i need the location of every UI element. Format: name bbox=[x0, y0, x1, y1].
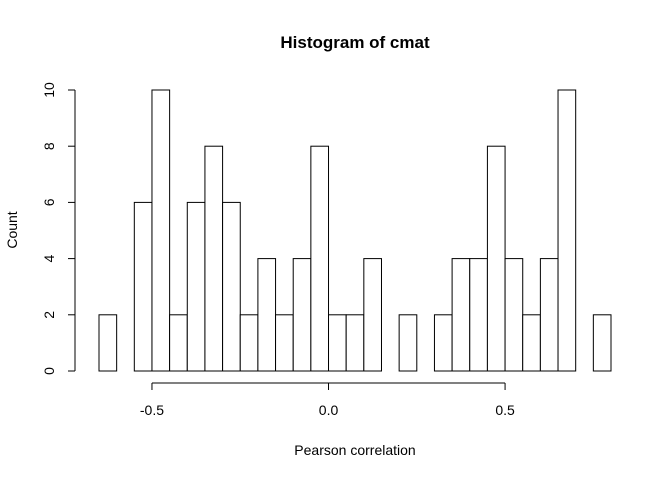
histogram-bar bbox=[310, 145, 330, 372]
histogram-bar bbox=[275, 314, 294, 372]
x-axis-label: Pearson correlation bbox=[294, 442, 415, 458]
y-tick-label: 2 bbox=[41, 311, 57, 319]
histogram-bar bbox=[186, 201, 206, 372]
histogram-bar bbox=[204, 145, 224, 372]
y-tick-label: 0 bbox=[41, 367, 57, 375]
x-tick-label: 0.0 bbox=[319, 402, 339, 418]
y-tick-label: 8 bbox=[41, 142, 57, 150]
x-axis: -0.5 0.0 0.5 bbox=[140, 382, 515, 418]
histogram-bar bbox=[504, 258, 524, 372]
histogram-bar bbox=[539, 258, 559, 372]
histogram-bar bbox=[98, 314, 118, 372]
y-axis: 0 2 4 6 8 10 bbox=[41, 82, 76, 375]
histogram-bar bbox=[451, 258, 471, 372]
histogram-bar bbox=[486, 145, 506, 372]
histogram-bar bbox=[345, 314, 365, 372]
x-tick-label: -0.5 bbox=[140, 402, 164, 418]
histogram-bar bbox=[169, 314, 188, 372]
histogram-bar bbox=[522, 314, 541, 372]
histogram-bar bbox=[469, 258, 488, 372]
histogram-bar bbox=[557, 89, 577, 372]
histogram-bar bbox=[133, 201, 153, 372]
histogram-bar bbox=[257, 258, 277, 372]
chart-title: Histogram of cmat bbox=[280, 33, 430, 52]
y-axis-label: Count bbox=[4, 211, 20, 248]
x-tick-label: 0.5 bbox=[495, 402, 515, 418]
y-tick-label: 10 bbox=[41, 82, 57, 98]
histogram-bar bbox=[239, 314, 259, 372]
histogram-bar bbox=[433, 314, 453, 372]
histogram-bar bbox=[398, 314, 418, 372]
y-tick-label: 6 bbox=[41, 198, 57, 206]
histogram-bar bbox=[363, 258, 382, 372]
histogram-bar bbox=[151, 89, 171, 372]
histogram-bar bbox=[292, 258, 312, 372]
bars-group bbox=[98, 89, 612, 372]
histogram-bar bbox=[328, 314, 347, 372]
histogram-bar bbox=[222, 201, 241, 372]
histogram-bar bbox=[592, 314, 612, 372]
y-tick-label: 4 bbox=[41, 254, 57, 262]
